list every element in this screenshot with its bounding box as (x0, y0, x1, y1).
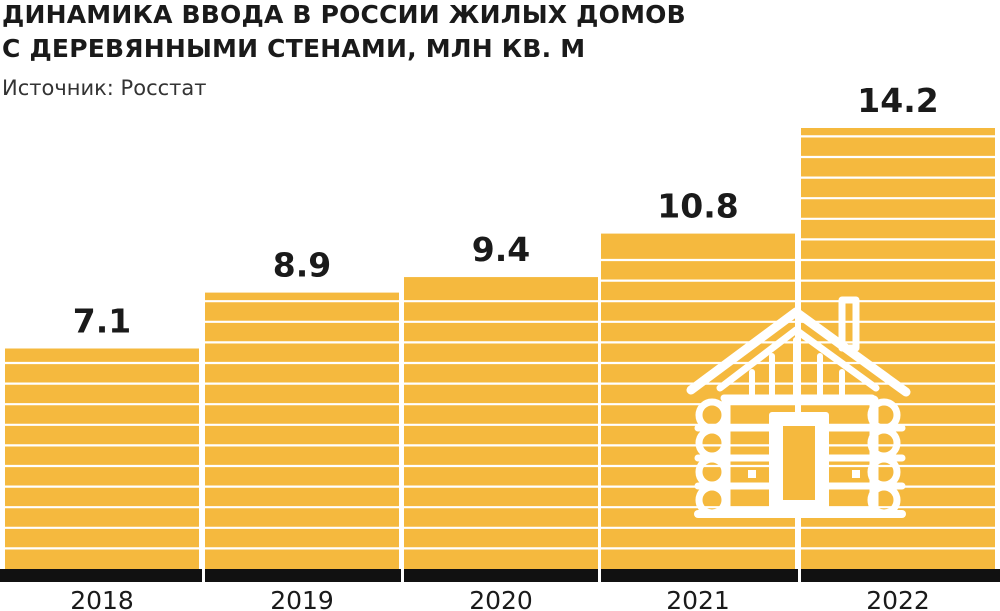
bar-2019 (205, 292, 399, 569)
log-cabin-icon (686, 296, 911, 518)
cabin-gable (716, 326, 880, 392)
value-label: 10.8 (657, 187, 738, 226)
bar-2018 (5, 348, 199, 569)
value-label: 14.2 (857, 81, 938, 120)
chart-title-line-2: С ДЕРЕВЯННЫМИ СТЕНАМИ, МЛН КВ. М (2, 34, 586, 63)
baseline-gap (798, 569, 801, 582)
chart-title: ДИНАМИКА ВВОДА В РОССИИ ЖИЛЫХ ДОМОВ С ДЕ… (2, 0, 686, 66)
value-labels-group: 7.1 8.9 9.4 10.8 14.2 (73, 81, 939, 341)
bar-rect (5, 348, 199, 569)
cabin-roof (686, 307, 911, 397)
cabin-window-mark (852, 470, 860, 478)
x-tick-label: 2021 (666, 586, 730, 611)
cabin-window-mark (748, 470, 756, 478)
x-tick-label: 2022 (866, 586, 930, 611)
value-label: 8.9 (273, 246, 331, 285)
value-label: 7.1 (73, 302, 131, 341)
x-tick-label: 2020 (469, 586, 533, 611)
x-tick-label: 2019 (270, 586, 334, 611)
chart-source: Источник: Росстат (2, 76, 207, 100)
bar-rect (404, 277, 598, 569)
baseline-gap (598, 569, 601, 582)
x-tick-labels-group: 2018 2019 2020 2021 2022 (70, 586, 930, 611)
value-label: 9.4 (472, 230, 530, 269)
baseline-gap (202, 569, 205, 582)
baseline-gap (401, 569, 404, 582)
x-tick-label: 2018 (70, 586, 134, 611)
bar-rect (205, 292, 399, 569)
bar-2020 (404, 277, 598, 569)
bars-group (5, 128, 995, 569)
x-axis-baseline (0, 569, 1000, 582)
chart-title-line-1: ДИНАМИКА ВВОДА В РОССИИ ЖИЛЫХ ДОМОВ (2, 0, 686, 29)
baseline-group (0, 569, 1000, 582)
cabin-door-panel (783, 426, 815, 500)
